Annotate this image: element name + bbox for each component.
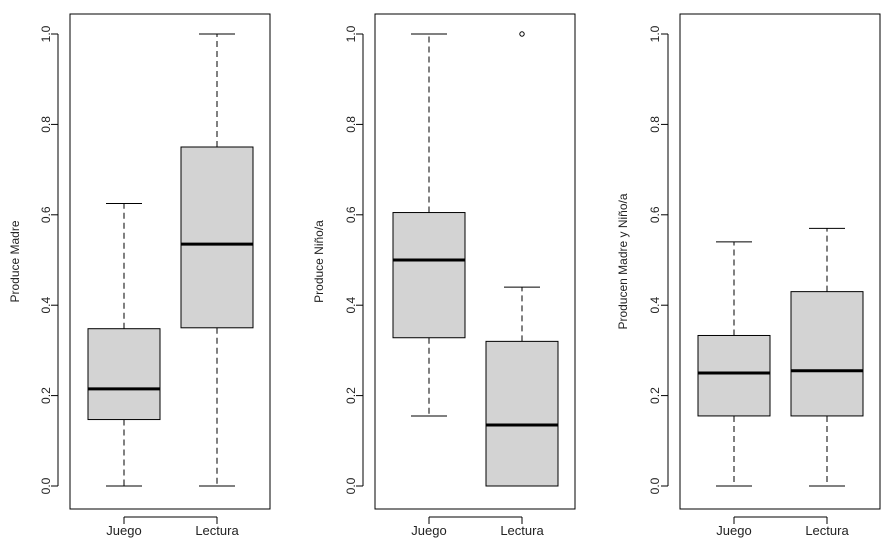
- box-lectura: [790, 227, 864, 487]
- y-tick-label: 0.8: [648, 116, 662, 133]
- outlier-point: [519, 31, 525, 37]
- box-juego: [697, 241, 771, 487]
- boxplot-panel-1: 0.0 0.2 0.4 0.6 0.8 1.0 Produce Madre Juego Lect…: [8, 13, 271, 538]
- iqr-box: [485, 340, 559, 487]
- iqr-box: [697, 334, 771, 417]
- plot-frame: [69, 13, 271, 510]
- y-tick-label: 1.0: [344, 25, 358, 42]
- y-tick-label: 0.0: [648, 477, 662, 494]
- boxplot-panel-2: 0.0 0.2 0.4 0.6 0.8 1.0 Produce Niño/a Juego Lec…: [312, 13, 576, 538]
- iqr-box: [392, 212, 466, 339]
- box-lectura: [485, 31, 559, 487]
- y-tick-label: 0.0: [39, 477, 53, 494]
- x-tick-label-lectura: Lectura: [805, 523, 849, 538]
- x-tick-label-lectura: Lectura: [500, 523, 544, 538]
- iqr-box: [87, 328, 161, 421]
- y-axis-label: Produce Niño/a: [312, 220, 326, 303]
- plot-frame: [374, 13, 576, 510]
- plot-frame: [679, 13, 881, 510]
- iqr-box: [790, 291, 864, 417]
- box-juego: [87, 203, 161, 487]
- y-tick-label: 0.4: [648, 297, 662, 314]
- y-tick-label: 0.6: [39, 206, 53, 223]
- y-tick-label: 0.6: [648, 206, 662, 223]
- y-axis-label: Produce Madre: [8, 220, 22, 302]
- y-axis-label: Producen Madre y Niño/a: [616, 193, 630, 329]
- box-juego: [392, 33, 466, 417]
- y-tick-label: 0.0: [344, 477, 358, 494]
- x-tick-label-juego: Juego: [106, 523, 141, 538]
- y-tick-label: 0.2: [648, 387, 662, 404]
- x-tick-label-juego: Juego: [716, 523, 751, 538]
- x-tick-label-juego: Juego: [411, 523, 446, 538]
- y-tick-label: 0.6: [344, 206, 358, 223]
- boxplot-panel-3: 0.0 0.2 0.4 0.6 0.8 1.0 Producen Madre y Niño/…: [616, 13, 881, 538]
- y-tick-label: 0.4: [39, 297, 53, 314]
- y-tick-label: 0.4: [344, 297, 358, 314]
- y-tick-label: 0.8: [39, 116, 53, 133]
- box-lectura: [180, 33, 254, 487]
- y-tick-label: 0.8: [344, 116, 358, 133]
- x-tick-label-lectura: Lectura: [195, 523, 239, 538]
- y-tick-label: 1.0: [648, 25, 662, 42]
- y-tick-label: 1.0: [39, 25, 53, 42]
- y-tick-label: 0.2: [344, 387, 358, 404]
- iqr-box: [180, 146, 254, 329]
- y-tick-label: 0.2: [39, 387, 53, 404]
